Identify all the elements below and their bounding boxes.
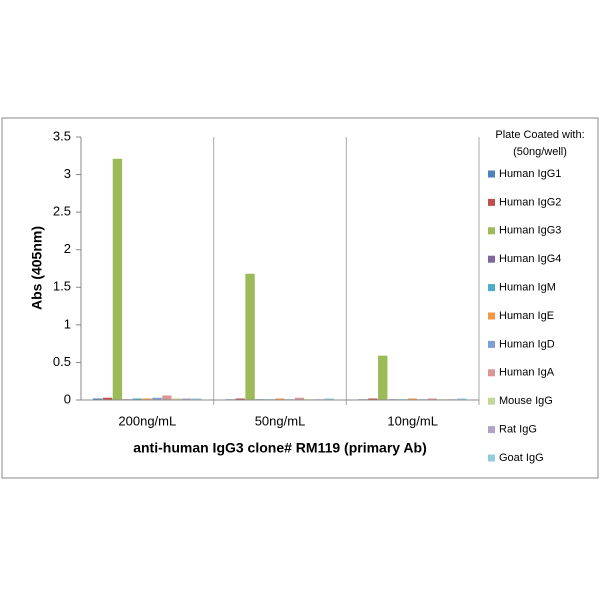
y-tick-label: 1 (64, 316, 71, 331)
legend-swatch (488, 369, 495, 377)
bar (324, 398, 334, 400)
x-tick-label: 200ng/mL (118, 413, 176, 428)
chart-border (1, 117, 599, 479)
legend-label: Human IgA (499, 367, 555, 379)
bar (191, 398, 202, 400)
legend-title: Plate Coated with: (495, 129, 584, 141)
bar (162, 395, 172, 400)
bar (172, 398, 182, 400)
x-axis-label: anti-human IgG3 clone# RM119 (primary Ab… (133, 440, 427, 456)
y-tick-label: 3.5 (53, 128, 71, 143)
legend-label: Rat IgG (499, 424, 537, 436)
bar (102, 397, 113, 400)
bar (181, 398, 192, 400)
bar (275, 398, 285, 400)
bar (152, 397, 162, 400)
legend-label: Goat IgG (499, 452, 544, 464)
y-tick-label: 1.5 (53, 279, 71, 294)
bar (368, 398, 378, 400)
bar (378, 355, 388, 400)
legend-swatch (488, 170, 495, 178)
legend-title: (50ng/well) (513, 146, 567, 158)
legend-label: Mouse IgG (499, 395, 553, 407)
bar (112, 158, 123, 400)
bar (457, 398, 467, 400)
legend-swatch (488, 426, 495, 434)
legend-label: Human IgG3 (499, 225, 561, 237)
y-tick-label: 2 (64, 241, 71, 256)
bar (235, 398, 245, 400)
bar (245, 273, 255, 400)
bar (407, 398, 418, 400)
legend-swatch (488, 284, 495, 292)
y-tick-label: 0 (64, 391, 71, 406)
legend-label: Human IgG4 (499, 253, 561, 265)
legend-swatch (488, 397, 495, 405)
legend-swatch (488, 227, 495, 235)
legend-swatch (488, 255, 495, 263)
x-tick-label: 50ng/mL (255, 413, 306, 428)
legend-swatch (488, 340, 495, 348)
y-tick-label: 2.5 (53, 204, 71, 219)
legend-swatch (488, 454, 495, 462)
bar (294, 397, 305, 400)
legend-swatch (488, 312, 495, 320)
bar (427, 398, 437, 400)
bar (92, 398, 103, 400)
bar (132, 398, 142, 400)
y-tick-label: 0.5 (53, 354, 71, 369)
legend-label: Human IgG2 (499, 196, 561, 208)
x-tick-label: 10ng/mL (387, 413, 438, 428)
bar (142, 398, 152, 400)
legend-swatch (488, 198, 495, 206)
y-axis-label: Abs (405nm) (29, 226, 45, 310)
legend-label: Human IgD (499, 338, 555, 350)
y-tick-label: 3 (64, 166, 71, 181)
legend-label: Human IgG1 (499, 168, 561, 180)
legend-label: Human IgE (499, 310, 554, 322)
legend-label: Human IgM (499, 282, 556, 294)
